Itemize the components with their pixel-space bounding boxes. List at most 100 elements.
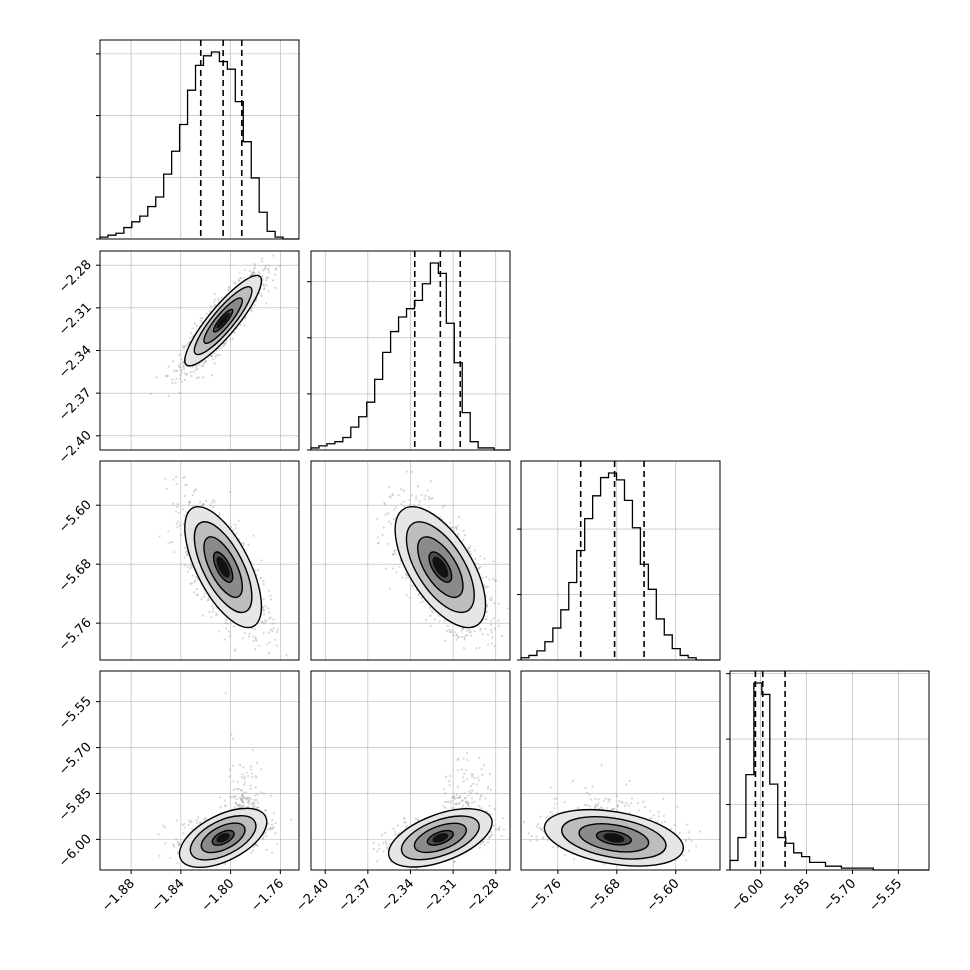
scatter-point bbox=[179, 366, 182, 369]
scatter-point bbox=[243, 268, 247, 272]
scatter-point bbox=[259, 577, 263, 580]
scatter-point bbox=[225, 627, 228, 630]
scatter-point bbox=[384, 513, 387, 516]
scatter-point bbox=[391, 493, 394, 496]
scatter-point bbox=[388, 587, 391, 590]
scatter-point bbox=[488, 578, 491, 581]
scatter-point bbox=[163, 826, 167, 829]
scatter-point bbox=[213, 293, 216, 296]
scatter-point bbox=[265, 276, 268, 279]
scatter-point bbox=[481, 632, 484, 636]
scatter-point bbox=[456, 524, 459, 527]
scatter-point bbox=[266, 268, 270, 271]
scatter-point bbox=[492, 577, 495, 580]
scatter-point bbox=[218, 353, 221, 357]
scatter-point bbox=[242, 800, 245, 804]
scatter-point bbox=[224, 805, 227, 808]
scatter-point bbox=[275, 267, 278, 270]
scatter-point bbox=[468, 550, 472, 554]
scatter-point bbox=[227, 289, 230, 292]
scatter-point bbox=[261, 605, 264, 609]
scatter-point bbox=[242, 544, 245, 547]
scatter-point bbox=[202, 503, 205, 506]
scatter-point bbox=[241, 795, 245, 798]
scatter-point bbox=[232, 737, 235, 741]
scatter-point bbox=[263, 288, 266, 291]
scatter-point bbox=[190, 374, 193, 377]
scatter-point bbox=[257, 568, 260, 572]
scatter-point bbox=[268, 641, 271, 644]
scatter-point bbox=[393, 549, 396, 553]
scatter-point bbox=[285, 653, 288, 657]
panel-background bbox=[730, 671, 929, 870]
scatter-point bbox=[272, 618, 275, 621]
scatter-point bbox=[196, 593, 199, 596]
scatter-point bbox=[223, 799, 227, 802]
scatter-point bbox=[485, 610, 489, 614]
scatter-point bbox=[176, 525, 179, 529]
scatter-point bbox=[489, 598, 492, 601]
scatter-point bbox=[386, 542, 389, 545]
scatter-point bbox=[256, 806, 259, 809]
scatter-point bbox=[223, 638, 226, 641]
scatter-point bbox=[267, 271, 270, 274]
scatter-point bbox=[392, 552, 395, 556]
scatter-point bbox=[402, 500, 405, 503]
scatter-point bbox=[195, 377, 199, 380]
scatter-point bbox=[419, 601, 422, 604]
scatter-point bbox=[238, 279, 241, 283]
scatter-point bbox=[183, 556, 186, 559]
scatter-point bbox=[186, 565, 189, 568]
scatter-point bbox=[183, 494, 187, 497]
scatter-point bbox=[393, 508, 396, 511]
scatter-point bbox=[486, 585, 490, 588]
scatter-point bbox=[457, 515, 461, 519]
scatter-point bbox=[403, 505, 406, 508]
scatter-point bbox=[171, 381, 174, 385]
scatter-point bbox=[175, 475, 178, 478]
scatter-point bbox=[185, 483, 188, 486]
scatter-point bbox=[180, 534, 183, 537]
scatter-point bbox=[431, 497, 434, 500]
scatter-point bbox=[181, 362, 184, 365]
scatter-point bbox=[199, 821, 202, 824]
hist-panel-1 bbox=[307, 250, 511, 451]
scatter-point bbox=[241, 800, 244, 803]
scatter-point bbox=[278, 264, 282, 268]
scatter-point bbox=[462, 538, 465, 542]
scatter-point bbox=[252, 639, 255, 643]
scatter-point bbox=[262, 269, 265, 272]
scatter-point bbox=[389, 496, 392, 499]
scatter-point bbox=[177, 520, 180, 523]
scatter-point bbox=[269, 616, 272, 619]
hist-panel-0 bbox=[96, 39, 300, 240]
scatter-point bbox=[250, 798, 253, 801]
scatter-point bbox=[185, 344, 188, 347]
scatter-point bbox=[213, 300, 216, 304]
scatter-point bbox=[392, 518, 396, 521]
scatter-point bbox=[212, 358, 215, 361]
scatter-point bbox=[184, 378, 187, 382]
scatter-panel-3-0 bbox=[99, 670, 300, 871]
scatter-point bbox=[238, 806, 241, 809]
scatter-point bbox=[210, 354, 213, 357]
scatter-point bbox=[486, 605, 489, 608]
scatter-point bbox=[175, 510, 178, 513]
scatter-point bbox=[247, 635, 251, 638]
scatter-point bbox=[271, 622, 274, 625]
scatter-point bbox=[255, 843, 258, 847]
scatter-point bbox=[397, 494, 400, 497]
scatter-point bbox=[402, 489, 405, 492]
scatter-point bbox=[158, 535, 161, 538]
hist-panel-2 bbox=[517, 460, 721, 661]
scatter-point bbox=[267, 631, 270, 634]
scatter-point bbox=[164, 375, 167, 378]
scatter-point bbox=[422, 600, 425, 603]
scatter-point bbox=[236, 803, 239, 807]
scatter-point bbox=[220, 347, 223, 350]
scatter-point bbox=[193, 581, 196, 584]
scatter-point bbox=[262, 836, 265, 840]
scatter-point bbox=[265, 848, 268, 852]
scatter-point bbox=[195, 488, 198, 491]
scatter-point bbox=[404, 577, 408, 580]
